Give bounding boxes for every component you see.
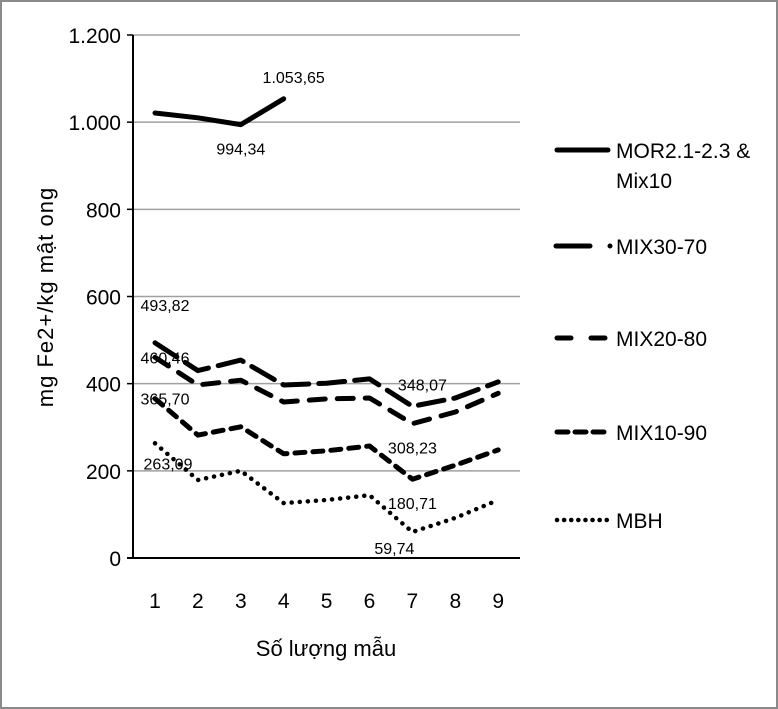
y-tick-label: 1.200 (68, 25, 121, 48)
legend-label: MIX10-90 (616, 422, 707, 445)
data-label: 263,09 (144, 456, 193, 473)
x-axis-ticks: 1 2 3 4 5 6 7 8 9 (149, 590, 504, 613)
series-line-0 (152, 96, 287, 128)
y-tick-label: 1.000 (68, 112, 121, 135)
y-axis-ticks: 0 200 400 600 800 1.000 1.200 (68, 25, 133, 571)
y-tick-label: 0 (109, 548, 121, 571)
y-axis-title: mg Fe2+/kg mật ong (33, 187, 58, 407)
x-tick-label: 5 (321, 590, 333, 613)
x-tick-label: 1 (149, 590, 161, 613)
data-label: 308,23 (388, 441, 437, 458)
legend-label: MIX30-70 (616, 236, 707, 259)
y-tick-label: 600 (86, 287, 121, 310)
series-lines (152, 96, 501, 535)
legend-label: MBH (616, 510, 663, 533)
data-label: 348,07 (398, 377, 447, 394)
y-tick-label: 800 (86, 199, 121, 222)
axes (127, 35, 520, 559)
data-label: 180,71 (388, 496, 437, 513)
legend-label: Mix10 (616, 170, 672, 193)
series-line-4 (152, 441, 501, 535)
data-label: 365,70 (141, 392, 190, 409)
legend-swatch-dot (607, 243, 613, 249)
y-tick-label: 400 (86, 374, 121, 397)
x-tick-label: 7 (407, 590, 419, 613)
y-tick-label: 200 (86, 461, 121, 484)
x-tick-label: 2 (192, 590, 204, 613)
x-tick-label: 6 (364, 590, 376, 613)
x-tick-label: 3 (235, 590, 247, 613)
gridlines (133, 34, 520, 472)
data-label: 994,34 (216, 142, 265, 159)
data-label: 1.053,65 (263, 70, 325, 87)
x-tick-label: 9 (492, 590, 504, 613)
series-line-3 (152, 396, 501, 482)
x-tick-label: 8 (449, 590, 461, 613)
series-line-2 (152, 354, 501, 427)
data-label: 493,82 (141, 298, 190, 315)
legend: MOR2.1-2.3 & Mix10 MIX30-70 MIX20-80 MIX10-9… (553, 140, 750, 533)
series-line-1 (152, 340, 501, 409)
data-label: 59,74 (374, 541, 414, 558)
legend-label: MIX20-80 (616, 328, 707, 351)
x-axis-title: Số lượng mẫu (256, 636, 396, 661)
data-labels: 994,34 1.053,65 493,82 460,46 365,70 263,09 34… (141, 70, 447, 558)
data-label: 460,46 (141, 350, 190, 367)
legend-label: MOR2.1-2.3 & (616, 140, 750, 163)
x-tick-label: 4 (278, 590, 290, 613)
